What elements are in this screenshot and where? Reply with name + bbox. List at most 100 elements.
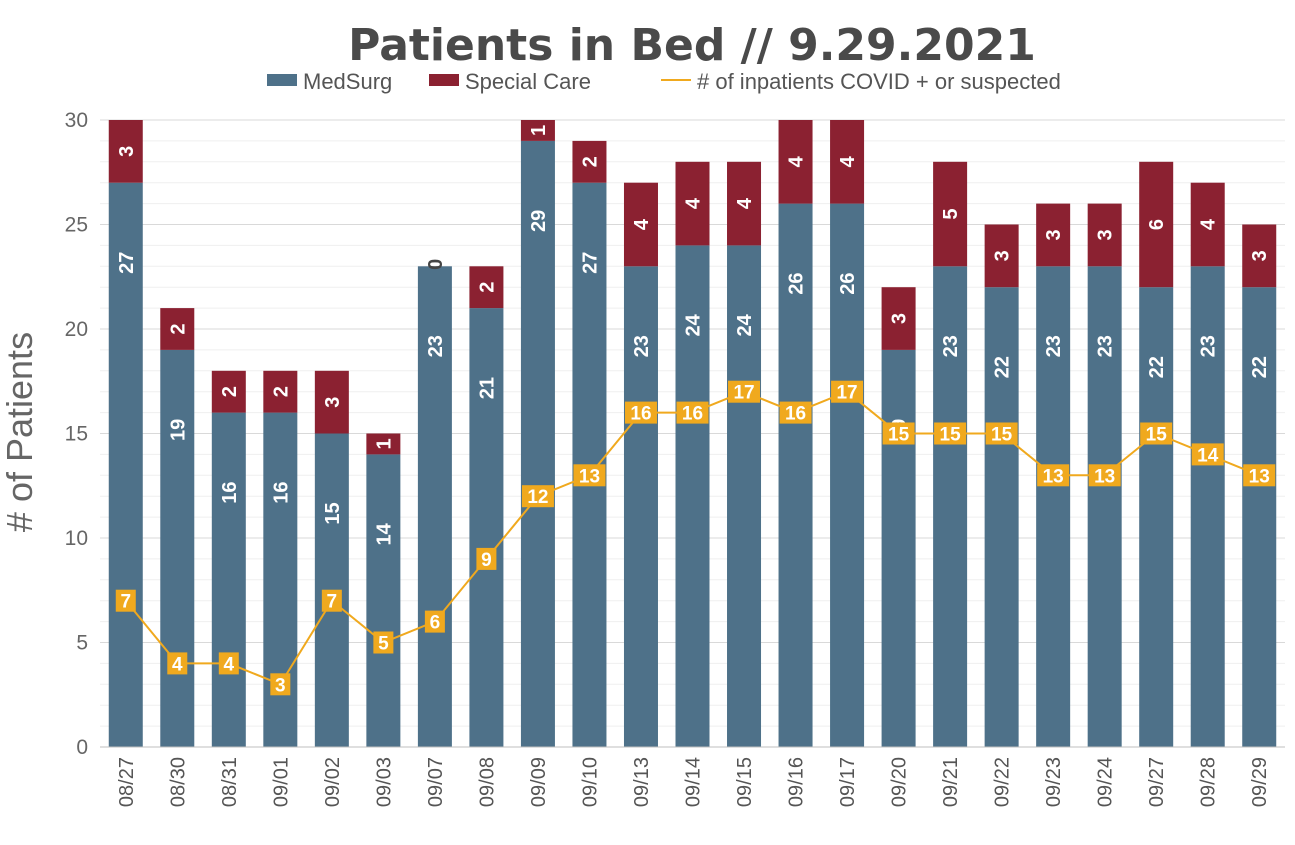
- bar-special-care: [984, 224, 1019, 288]
- y-tick-label: 25: [65, 214, 88, 237]
- bar-label-special-care: 4: [683, 197, 705, 209]
- bar-special-care: [623, 182, 658, 267]
- bar-label-special-care: 3: [1043, 229, 1065, 240]
- y-tick-label: 10: [65, 527, 88, 550]
- covid-point-marker: [728, 380, 761, 403]
- covid-point-label: 15: [888, 425, 910, 446]
- covid-point-label: 14: [1197, 445, 1219, 466]
- bar-label-medsurg: 14: [373, 522, 395, 545]
- bar-medsurg: [1036, 266, 1071, 747]
- covid-point-label: 16: [630, 404, 651, 425]
- bar-label-medsurg: 23: [1095, 335, 1117, 357]
- bar-label-medsurg: 16: [219, 481, 241, 503]
- legend: MedSurg Special Care # of inpatients COVID…: [267, 69, 1061, 94]
- covid-point-marker: [831, 380, 864, 403]
- covid-point-marker: [476, 547, 497, 570]
- bar-medsurg: [984, 287, 1019, 747]
- covid-point-label: 16: [682, 404, 703, 425]
- bar-special-care: [933, 161, 968, 267]
- bar-label-special-care: 3: [889, 313, 911, 324]
- covid-point-marker: [218, 652, 239, 675]
- x-tick-label: 09/10: [579, 757, 601, 807]
- covid-point-label: 15: [940, 425, 962, 446]
- x-tick-label: 08/30: [167, 757, 189, 807]
- x-tick-label: 09/14: [683, 757, 705, 807]
- x-tick-label: 09/02: [322, 757, 344, 807]
- bar-special-care: [675, 161, 710, 246]
- bar-medsurg: [1242, 287, 1277, 747]
- y-tick-label: 20: [65, 318, 88, 341]
- bar-label-special-care: 3: [992, 250, 1014, 261]
- bar-medsurg: [1190, 266, 1225, 747]
- bar-special-care: [830, 120, 865, 204]
- bar-label-medsurg: 27: [579, 252, 601, 274]
- y-axis-label: # of Patients: [0, 332, 40, 532]
- bar-label-medsurg: 21: [476, 377, 498, 399]
- bar-special-care: [160, 308, 195, 350]
- bar-special-care: [263, 370, 298, 413]
- x-tick-label: 09/07: [425, 757, 447, 807]
- covid-point-marker: [1191, 443, 1224, 466]
- x-tick-label: 08/31: [219, 757, 241, 807]
- bar-special-care: [469, 266, 504, 309]
- covid-point-marker: [115, 589, 136, 612]
- bar-label-special-care: 4: [734, 197, 756, 209]
- bar-label-special-care: 2: [270, 386, 292, 397]
- legend-label: # of inpatients COVID + or suspected: [697, 69, 1061, 94]
- bar-label-special-care: 0: [425, 259, 447, 270]
- bar-medsurg: [263, 412, 298, 747]
- covid-point-marker: [521, 485, 554, 508]
- bar-label-special-care: 3: [322, 397, 344, 408]
- covid-point-label: 15: [1146, 425, 1168, 446]
- bar-label-medsurg: 23: [631, 335, 653, 357]
- bar-label-special-care: 3: [116, 146, 138, 157]
- covid-point-label: 9: [481, 550, 492, 571]
- bar-special-care: [366, 433, 401, 455]
- x-tick-label: 09/22: [992, 757, 1014, 807]
- bar-special-care: [520, 120, 555, 141]
- bar-medsurg: [366, 454, 401, 747]
- bar-special-care: [211, 370, 246, 413]
- x-tick-label: 09/28: [1198, 757, 1220, 807]
- bar-special-care: [572, 140, 607, 183]
- bar-special-care: [881, 287, 916, 350]
- covid-point-marker: [882, 422, 915, 445]
- legend-label: Special Care: [465, 69, 591, 94]
- covid-point-label: 7: [120, 592, 131, 613]
- bar-label-special-care: 1: [528, 125, 550, 136]
- bar-label-medsurg: 26: [837, 272, 859, 294]
- bar-special-care: [314, 370, 349, 434]
- bar-medsurg: [675, 245, 710, 747]
- bar-special-care: [727, 161, 762, 246]
- covid-point-marker: [424, 610, 445, 633]
- bar-medsurg: [830, 203, 865, 748]
- bar-label-medsurg: 29: [528, 210, 550, 232]
- legend-swatch: [267, 74, 297, 86]
- bar-special-care: [1242, 224, 1277, 288]
- bar-label-medsurg: 22: [1146, 356, 1168, 378]
- bar-label-medsurg: 15: [322, 502, 344, 524]
- bar-label-special-care: 2: [167, 323, 189, 334]
- bar-medsurg: [417, 266, 452, 747]
- covid-point-label: 17: [836, 383, 857, 404]
- bar-medsurg: [623, 266, 658, 747]
- covid-point-label: 16: [785, 404, 806, 425]
- bar-label-medsurg: 23: [1043, 335, 1065, 357]
- y-tick-label: 30: [65, 109, 88, 132]
- x-axis: 08/27 08/30 08/31 09/01 09/02 09/03 09/07 09/08…: [100, 746, 1285, 807]
- bars: 2731921621621531412302122912722342442442…: [108, 120, 1277, 748]
- legend-swatch: [429, 74, 459, 86]
- covid-point-label: 6: [430, 613, 441, 634]
- bar-label-medsurg: 23: [940, 335, 962, 357]
- chart-title: Patients in Bed // 9.29.2021: [348, 20, 1036, 71]
- bar-medsurg: [520, 140, 555, 747]
- covid-point-label: 17: [733, 383, 754, 404]
- bar-label-special-care: 1: [373, 438, 395, 449]
- bar-label-medsurg: 27: [116, 252, 138, 274]
- covid-point-label: 4: [224, 654, 235, 675]
- x-tick-label: 09/13: [631, 757, 653, 807]
- bar-medsurg: [881, 349, 916, 747]
- bar-label-special-care: 3: [1249, 250, 1271, 261]
- x-tick-label: 08/27: [116, 757, 138, 807]
